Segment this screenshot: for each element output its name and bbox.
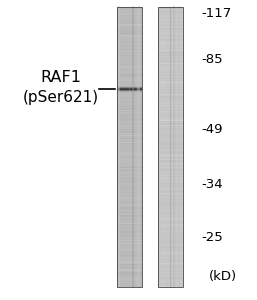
Text: -34: -34 [201,178,223,191]
Text: -117: -117 [201,7,231,20]
Text: -25: -25 [201,231,223,244]
Text: (pSer621): (pSer621) [23,91,99,106]
Bar [117,7,142,287]
Text: RAF1: RAF1 [41,70,82,85]
Text: -49: -49 [201,123,223,136]
Bar [158,7,183,287]
Text: -85: -85 [201,53,223,66]
Text: (kD): (kD) [209,270,237,283]
